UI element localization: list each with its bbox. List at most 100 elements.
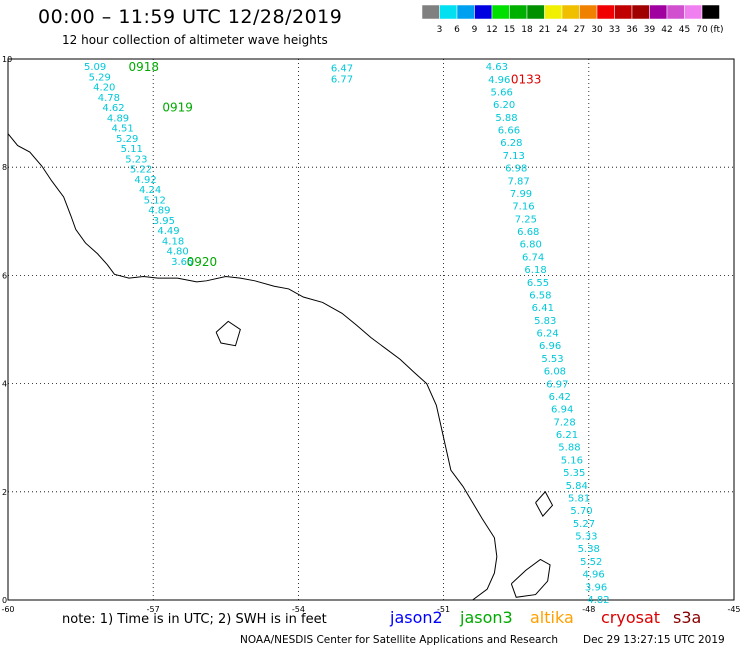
scale-label: 3 xyxy=(437,25,443,35)
legend-s3a: s3a xyxy=(673,608,702,627)
x-tick-label: -54 xyxy=(292,605,305,614)
swh-value: 3.95 xyxy=(153,216,175,227)
swh-value: 6.97 xyxy=(546,379,568,390)
scale-label: 12 xyxy=(486,25,497,35)
track-time-label: 0919 xyxy=(162,101,193,115)
swh-value: 5.83 xyxy=(534,316,556,327)
track-time-label: 0920 xyxy=(187,255,218,269)
swh-value: 5.88 xyxy=(495,113,517,124)
swh-value: 5.66 xyxy=(491,87,513,98)
swh-value: 5.22 xyxy=(130,165,152,176)
scale-label: 36 xyxy=(626,25,638,35)
swh-value: 6.08 xyxy=(544,367,566,378)
coastline xyxy=(7,133,498,601)
swh-value: 5.70 xyxy=(570,506,592,517)
swh-value: 7.13 xyxy=(503,151,525,162)
swh-value: 5.29 xyxy=(116,134,138,145)
y-tick-label: 0 xyxy=(2,596,7,605)
scale-label: 9 xyxy=(472,25,478,35)
swh-value: 6.21 xyxy=(556,430,578,441)
legend-jason2: jason2 xyxy=(390,608,443,627)
swh-value: 5.84 xyxy=(566,481,588,492)
swh-value: 7.99 xyxy=(510,189,532,200)
scale-label: 70 xyxy=(696,25,708,35)
track-time-label: 0133 xyxy=(511,73,542,87)
swh-value: 6.24 xyxy=(537,329,559,340)
swh-value: 4.18 xyxy=(162,236,184,247)
scale-label: 39 xyxy=(644,25,656,35)
y-tick-label: 2 xyxy=(2,488,7,497)
swh-value: 6.77 xyxy=(331,75,353,86)
track-time-label: 0918 xyxy=(129,60,160,74)
island xyxy=(510,558,551,598)
swh-value: 5.81 xyxy=(568,493,590,504)
scale-label: 30 xyxy=(591,25,603,35)
swh-value: 5.52 xyxy=(580,557,602,568)
y-tick-label: 4 xyxy=(2,380,7,389)
scale-label: 27 xyxy=(574,25,585,35)
swh-value: 5.23 xyxy=(125,154,147,165)
swh-value: 4.89 xyxy=(107,113,129,124)
legend-cryosat: cryosat xyxy=(601,608,661,627)
swh-value: 7.25 xyxy=(515,214,537,225)
swh-value: 6.66 xyxy=(498,126,520,137)
island xyxy=(215,320,241,347)
swh-value: 6.47 xyxy=(331,64,353,75)
x-tick-label: -51 xyxy=(437,605,450,614)
scale-label: 33 xyxy=(609,25,620,35)
map-frame xyxy=(7,58,735,601)
x-tick-label: -60 xyxy=(1,605,14,614)
swh-value: 6.80 xyxy=(520,240,542,251)
swh-value: 6.42 xyxy=(549,392,571,403)
scale-label: 18 xyxy=(521,25,533,35)
generated-timestamp: Dec 29 13:27:15 UTC 2019 xyxy=(583,634,725,646)
y-tick-label: 6 xyxy=(2,271,7,280)
swh-value: 6.96 xyxy=(539,341,561,352)
scale-label: 42 xyxy=(661,25,672,35)
credit-text: NOAA/NESDIS Center for Satellite Applica… xyxy=(240,634,558,646)
swh-value: 4.78 xyxy=(98,93,120,104)
swh-value: 4.92 xyxy=(134,175,156,186)
page-subtitle: 12 hour collection of altimeter wave hei… xyxy=(62,33,328,47)
scale-label: 45 xyxy=(679,25,690,35)
swh-value: 5.35 xyxy=(563,468,585,479)
swh-value: 4.49 xyxy=(157,226,179,237)
swh-value: 6.98 xyxy=(505,164,527,175)
footer-note: note: 1) Time is in UTC; 2) SWH is in fe… xyxy=(62,612,327,627)
island xyxy=(535,490,554,518)
y-tick-label: 10 xyxy=(2,55,12,64)
swh-value: 4.62 xyxy=(102,103,124,114)
scale-unit: (ft) xyxy=(710,25,724,35)
swh-value: 6.18 xyxy=(524,265,546,276)
color-scale: 3 6 9 12 15 18 21 24 27 30 33 36 39 42 45 70 (ft) xyxy=(422,4,724,35)
swh-value: 6.94 xyxy=(551,405,573,416)
swh-value: 5.53 xyxy=(541,354,563,365)
swh-value: 6.28 xyxy=(500,138,522,149)
swh-value: 4.63 xyxy=(486,62,508,73)
x-tick-label: -57 xyxy=(147,605,160,614)
swh-value: 5.88 xyxy=(558,443,580,454)
swh-value: 4.89 xyxy=(148,206,170,217)
scale-label: 24 xyxy=(556,25,568,35)
swh-value: 5.12 xyxy=(144,195,166,206)
swh-value: 3.65 xyxy=(171,257,193,268)
swh-value: 6.74 xyxy=(522,252,544,263)
swh-value: 5.29 xyxy=(89,72,111,83)
swh-value: 5.09 xyxy=(84,62,106,73)
swh-value: 7.28 xyxy=(553,417,575,428)
scale-label: 21 xyxy=(539,25,550,35)
swh-value: 6.20 xyxy=(493,100,515,111)
swh-value: 5.16 xyxy=(561,455,583,466)
legend-altika: altika xyxy=(530,608,574,627)
swh-value: 7.16 xyxy=(512,202,534,213)
scale-label: 15 xyxy=(504,25,515,35)
swh-value: 4.80 xyxy=(167,247,189,258)
x-tick-label: -48 xyxy=(582,605,595,614)
scale-label: 6 xyxy=(454,25,460,35)
swh-value: 5.38 xyxy=(578,544,600,555)
scale-swatch xyxy=(701,4,720,20)
swh-value: 4.51 xyxy=(111,124,133,135)
swh-value: 4.96 xyxy=(488,75,510,86)
swh-value: 5.33 xyxy=(575,532,597,543)
